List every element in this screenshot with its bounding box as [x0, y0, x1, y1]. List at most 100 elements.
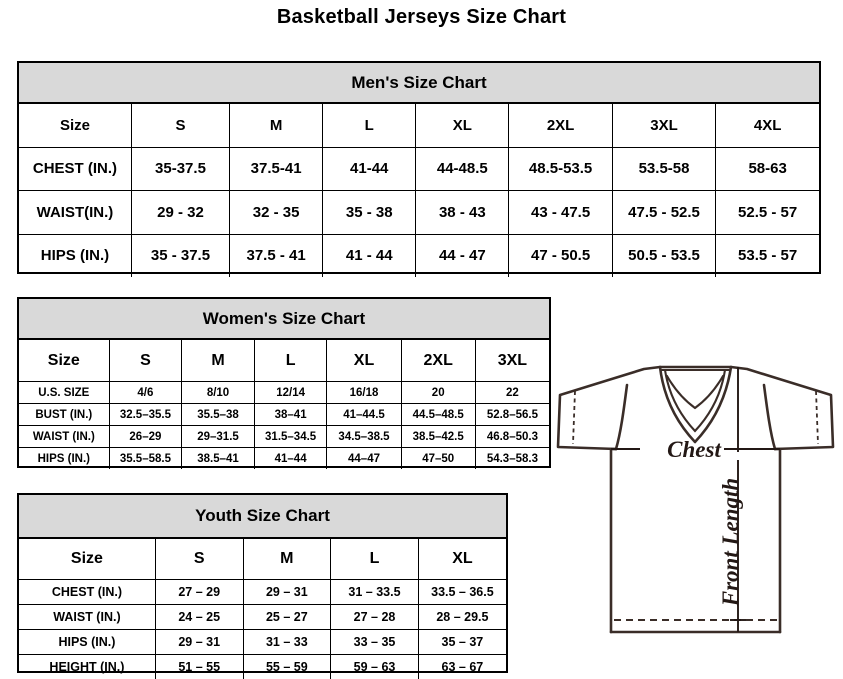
table-cell: 46.8–50.3 [474, 425, 549, 448]
table-row: HEIGHT (IN.) 51 – 55 55 – 59 59 – 63 63 … [19, 654, 506, 679]
youth-col-m: M [242, 539, 332, 580]
table-row-header: Size S M L XL 2XL 3XL 4XL [19, 104, 819, 148]
table-cell: 38 - 43 [415, 190, 510, 235]
youth-col-xl: XL [417, 539, 506, 580]
table-row: U.S. SIZE 4/6 8/10 12/14 16/18 20 22 [19, 381, 549, 404]
table-cell: 38–41 [253, 403, 328, 426]
mens-col-xl: XL [415, 104, 510, 148]
womens-row-label-us-size: U.S. SIZE [19, 381, 110, 404]
table-cell: 53.5-58 [611, 146, 717, 191]
table-cell: 38.5–41 [181, 447, 255, 469]
table-cell: 54.3–58.3 [474, 447, 549, 469]
table-cell: 31.5–34.5 [253, 425, 328, 448]
womens-col-s: S [108, 340, 183, 382]
table-cell: 52.8–56.5 [474, 403, 549, 426]
table-cell: 35.5–58.5 [108, 447, 183, 469]
table-cell: 41 - 44 [322, 233, 417, 277]
table-cell: 29 – 31 [154, 629, 244, 655]
mens-row-label-hips: HIPS (IN.) [19, 233, 132, 277]
womens-col-2xl: 2XL [400, 340, 476, 382]
table-cell: 4/6 [108, 381, 183, 404]
table-row: HIPS (IN.) 35.5–58.5 38.5–41 41–44 44–47… [19, 447, 549, 469]
table-cell: 12/14 [253, 381, 328, 404]
table-cell: 29 - 32 [130, 190, 231, 235]
front-length-label: Front Length [718, 478, 743, 607]
youth-row-label-hips: HIPS (IN.) [19, 629, 156, 655]
womens-col-l: L [253, 340, 328, 382]
womens-chart-table: Size S M L XL 2XL 3XL U.S. SIZE 4/6 8/10… [19, 340, 549, 469]
mens-row-label-chest: CHEST (IN.) [19, 146, 132, 191]
mens-col-size: Size [19, 104, 132, 148]
table-cell: 22 [474, 381, 549, 404]
table-cell: 43 - 47.5 [508, 190, 613, 235]
youth-col-l: L [330, 539, 419, 580]
womens-row-label-bust: BUST (IN.) [19, 403, 110, 426]
table-cell: 27 – 29 [154, 579, 244, 605]
table-cell: 33.5 – 36.5 [417, 579, 506, 605]
table-row-header: Size S M L XL 2XL 3XL [19, 340, 549, 382]
table-cell: 28 – 29.5 [417, 604, 506, 630]
table-cell: 58-63 [715, 146, 819, 191]
table-cell: 47.5 - 52.5 [611, 190, 717, 235]
womens-row-label-waist: WAIST (IN.) [19, 425, 110, 448]
table-cell: 16/18 [326, 381, 402, 404]
mens-col-3xl: 3XL [611, 104, 717, 148]
table-cell: 35 - 38 [322, 190, 417, 235]
table-cell: 26–29 [108, 425, 183, 448]
table-row: CHEST (IN.) 27 – 29 29 – 31 31 – 33.5 33… [19, 579, 506, 605]
table-cell: 27 – 28 [330, 604, 419, 630]
mens-size-chart: Men's Size Chart Size S M L XL 2XL 3XL 4… [17, 61, 821, 277]
table-cell: 44 - 47 [415, 233, 510, 277]
mens-col-l: L [322, 104, 417, 148]
table-cell: 31 – 33 [242, 629, 332, 655]
mens-col-4xl: 4XL [715, 104, 819, 148]
table-cell: 31 – 33.5 [330, 579, 419, 605]
table-cell: 37.5-41 [229, 146, 324, 191]
front-length-measure-line [730, 367, 746, 632]
table-cell: 29–31.5 [181, 425, 255, 448]
womens-col-xl: XL [326, 340, 402, 382]
table-cell: 29 – 31 [242, 579, 332, 605]
youth-col-size: Size [19, 539, 156, 580]
mens-col-m: M [229, 104, 324, 148]
youth-row-label-waist: WAIST (IN.) [19, 604, 156, 630]
womens-row-label-hips: HIPS (IN.) [19, 447, 110, 469]
youth-chart-title: Youth Size Chart [19, 495, 506, 539]
table-cell: 41–44.5 [326, 403, 402, 426]
youth-chart-table: Size S M L XL CHEST (IN.) 27 – 29 29 – 3… [19, 539, 506, 679]
table-cell: 41–44 [253, 447, 328, 469]
table-row: BUST (IN.) 32.5–35.5 35.5–38 38–41 41–44… [19, 403, 549, 426]
table-cell: 47 - 50.5 [508, 233, 613, 277]
table-cell: 50.5 - 53.5 [611, 233, 717, 277]
table-cell: 41-44 [322, 146, 417, 191]
table-cell: 35 - 37.5 [130, 233, 231, 277]
womens-col-m: M [181, 340, 255, 382]
youth-row-label-chest: CHEST (IN.) [19, 579, 156, 605]
table-cell: 32.5–35.5 [108, 403, 183, 426]
jersey-vneck-collar-icon [658, 365, 733, 444]
table-cell: 52.5 - 57 [715, 190, 819, 235]
table-cell: 37.5 - 41 [229, 233, 324, 277]
youth-row-label-height: HEIGHT (IN.) [19, 654, 156, 679]
table-cell: 24 – 25 [154, 604, 244, 630]
womens-col-size: Size [19, 340, 110, 382]
table-cell: 44–47 [326, 447, 402, 469]
table-cell: 25 – 27 [242, 604, 332, 630]
womens-col-3xl: 3XL [474, 340, 549, 382]
womens-chart-title: Women's Size Chart [19, 299, 549, 340]
table-cell: 35 – 37 [417, 629, 506, 655]
table-cell: 33 – 35 [330, 629, 419, 655]
table-cell: 38.5–42.5 [400, 425, 476, 448]
table-cell: 20 [400, 381, 476, 404]
mens-col-s: S [130, 104, 231, 148]
table-cell: 55 – 59 [242, 654, 332, 679]
youth-size-chart: Youth Size Chart Size S M L XL CHEST (IN… [17, 493, 508, 679]
table-cell: 47–50 [400, 447, 476, 469]
table-cell: 35-37.5 [130, 146, 231, 191]
table-cell: 53.5 - 57 [715, 233, 819, 277]
table-row-header: Size S M L XL [19, 539, 506, 580]
table-cell: 63 – 67 [417, 654, 506, 679]
table-row: WAIST (IN.) 24 – 25 25 – 27 27 – 28 28 –… [19, 604, 506, 630]
womens-size-chart: Women's Size Chart Size S M L XL 2XL 3XL… [17, 297, 551, 469]
page-title: Basketball Jerseys Size Chart [276, 6, 567, 28]
